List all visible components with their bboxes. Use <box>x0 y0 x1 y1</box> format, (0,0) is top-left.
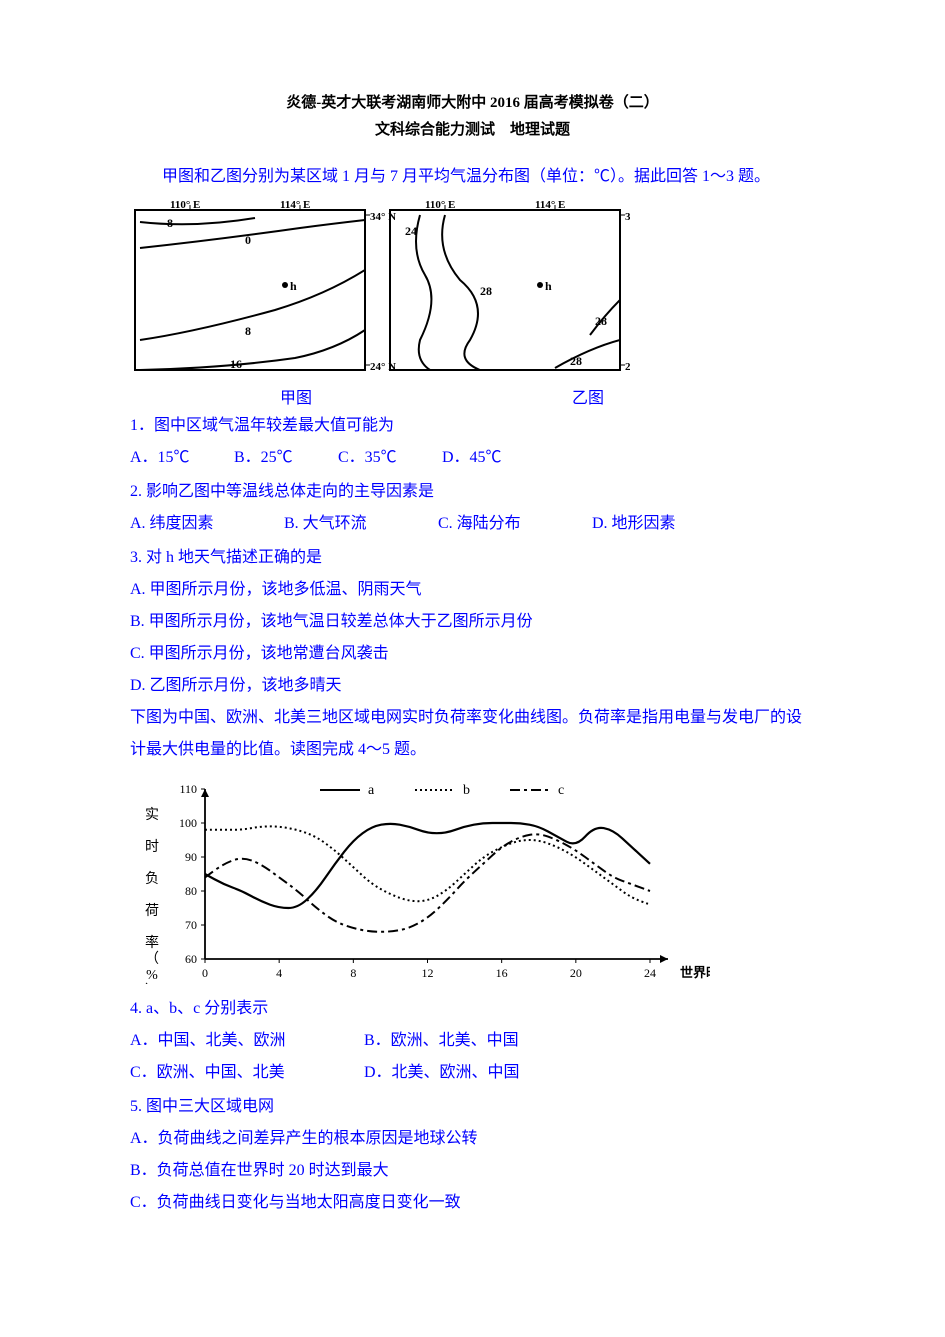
q3-opt-a: A. 甲图所示月份，该地多低温、阴雨天气 <box>130 574 815 606</box>
svg-text:c: c <box>558 783 564 798</box>
q5-opt-a: A．负荷曲线之间差异产生的根本原因是地球公转 <box>130 1123 815 1155</box>
q5-stem: 5. 图中三大区域电网 <box>130 1091 815 1123</box>
q4-opt-c: C．欧洲、中国、北美 <box>130 1057 360 1089</box>
q5-opt-b: B．负荷总值在世界时 20 时达到最大 <box>130 1155 815 1187</box>
svg-text:负: 负 <box>145 871 159 887</box>
caption-left: 甲图 <box>280 384 312 408</box>
svg-text:24: 24 <box>405 224 417 238</box>
svg-text:16: 16 <box>230 357 242 371</box>
q1-opt-d: D．45℃ <box>442 442 542 474</box>
svg-text:110° E: 110° E <box>170 200 200 211</box>
svg-text:90: 90 <box>185 850 197 864</box>
q4-stem: 4. a、b、c 分别表示 <box>130 993 815 1025</box>
q1-opt-c: C．35℃ <box>338 442 438 474</box>
svg-text:时: 时 <box>145 839 159 855</box>
svg-text:8: 8 <box>350 966 356 980</box>
q1-stem: 1．图中区域气温年较差最大值可能为 <box>130 410 815 442</box>
svg-text:70: 70 <box>185 918 197 932</box>
svg-text:b: b <box>463 783 470 798</box>
paper-title-2: 文科综合能力测试 地理试题 <box>130 117 815 144</box>
svg-text:）: ） <box>145 983 159 984</box>
svg-text:0: 0 <box>245 233 251 247</box>
svg-text:12: 12 <box>422 966 434 980</box>
svg-text:34° N: 34° N <box>625 211 630 223</box>
intro-text-2: 下图为中国、欧洲、北美三地区域电网实时负荷率变化曲线图。负荷率是指用电量与发电厂… <box>130 702 815 766</box>
q4-options-row2: C．欧洲、中国、北美 D．北美、欧洲、中国 <box>130 1057 815 1089</box>
svg-text:a: a <box>368 783 375 798</box>
svg-text:4: 4 <box>276 966 282 980</box>
svg-text:110: 110 <box>179 782 197 796</box>
q5-opt-c: C．负荷曲线日变化与当地太阳高度日变化一致 <box>130 1187 815 1219</box>
svg-text:114° E: 114° E <box>535 200 565 211</box>
q2-opt-d: D. 地形因素 <box>592 508 742 540</box>
q4-opt-d: D．北美、欧洲、中国 <box>364 1057 594 1089</box>
q1-options: A．15℃ B．25℃ C．35℃ D．45℃ <box>130 442 815 474</box>
isotherm-maps: 110° E 114° E 34° N 24° N h -8 0 8 16 110° E 114° … <box>130 200 815 380</box>
svg-text:80: 80 <box>185 884 197 898</box>
svg-text:（: （ <box>145 951 159 967</box>
q2-opt-c: C. 海陆分布 <box>438 508 588 540</box>
svg-text:28: 28 <box>595 314 607 328</box>
svg-text:28: 28 <box>480 284 492 298</box>
svg-text:100: 100 <box>179 816 197 830</box>
svg-text:荷: 荷 <box>145 903 159 919</box>
q3-opt-d: D. 乙图所示月份，该地多晴天 <box>130 670 815 702</box>
svg-text:0: 0 <box>202 966 208 980</box>
svg-text:h: h <box>290 279 297 293</box>
svg-text:-8: -8 <box>163 216 173 230</box>
svg-text:20: 20 <box>570 966 582 980</box>
svg-text:h: h <box>545 279 552 293</box>
q2-opt-b: B. 大气环流 <box>284 508 434 540</box>
q2-stem: 2. 影响乙图中等温线总体走向的主导因素是 <box>130 476 815 508</box>
q3-stem: 3. 对 h 地天气描述正确的是 <box>130 542 815 574</box>
svg-text:实: 实 <box>145 807 159 823</box>
svg-text:114° E: 114° E <box>280 200 310 211</box>
svg-text:8: 8 <box>245 324 251 338</box>
q2-options: A. 纬度因素 B. 大气环流 C. 海陆分布 D. 地形因素 <box>130 508 815 540</box>
q4-opt-b: B．欧洲、北美、中国 <box>364 1025 594 1057</box>
svg-text:60: 60 <box>185 952 197 966</box>
q3-opt-b: B. 甲图所示月份，该地气温日较差总体大于乙图所示月份 <box>130 606 815 638</box>
caption-right: 乙图 <box>572 384 604 408</box>
svg-text:110° E: 110° E <box>425 200 455 211</box>
q4-opt-a: A．中国、北美、欧洲 <box>130 1025 360 1057</box>
svg-text:24: 24 <box>644 966 656 980</box>
intro-text-1: 甲图和乙图分别为某区域 1 月与 7 月平均气温分布图（单位：℃）。据此回答 1… <box>130 162 815 192</box>
map-captions: 甲图 乙图 <box>130 384 815 408</box>
paper-title-1: 炎德-英才大联考湖南师大附中 2016 届高考模拟卷（二） <box>130 90 815 117</box>
q1-opt-b: B．25℃ <box>234 442 334 474</box>
q3-opt-c: C. 甲图所示月份，该地常遭台风袭击 <box>130 638 815 670</box>
load-chart: 60 70 80 90 100 110 0 4 8 12 16 20 24 实 时 负 荷 率（%） 世界时… <box>130 774 815 989</box>
svg-text:34° N: 34° N <box>370 211 396 223</box>
q2-opt-a: A. 纬度因素 <box>130 508 280 540</box>
svg-text:16: 16 <box>496 966 508 980</box>
svg-text:28: 28 <box>570 354 582 368</box>
q1-opt-a: A．15℃ <box>130 442 230 474</box>
svg-text:24° N: 24° N <box>625 361 630 373</box>
svg-text:率: 率 <box>145 934 159 951</box>
q4-options-row1: A．中国、北美、欧洲 B．欧洲、北美、中国 <box>130 1025 815 1057</box>
svg-text:24° N: 24° N <box>370 361 396 373</box>
svg-text:世界时: 世界时 <box>680 965 710 980</box>
svg-text:%: % <box>146 968 158 983</box>
